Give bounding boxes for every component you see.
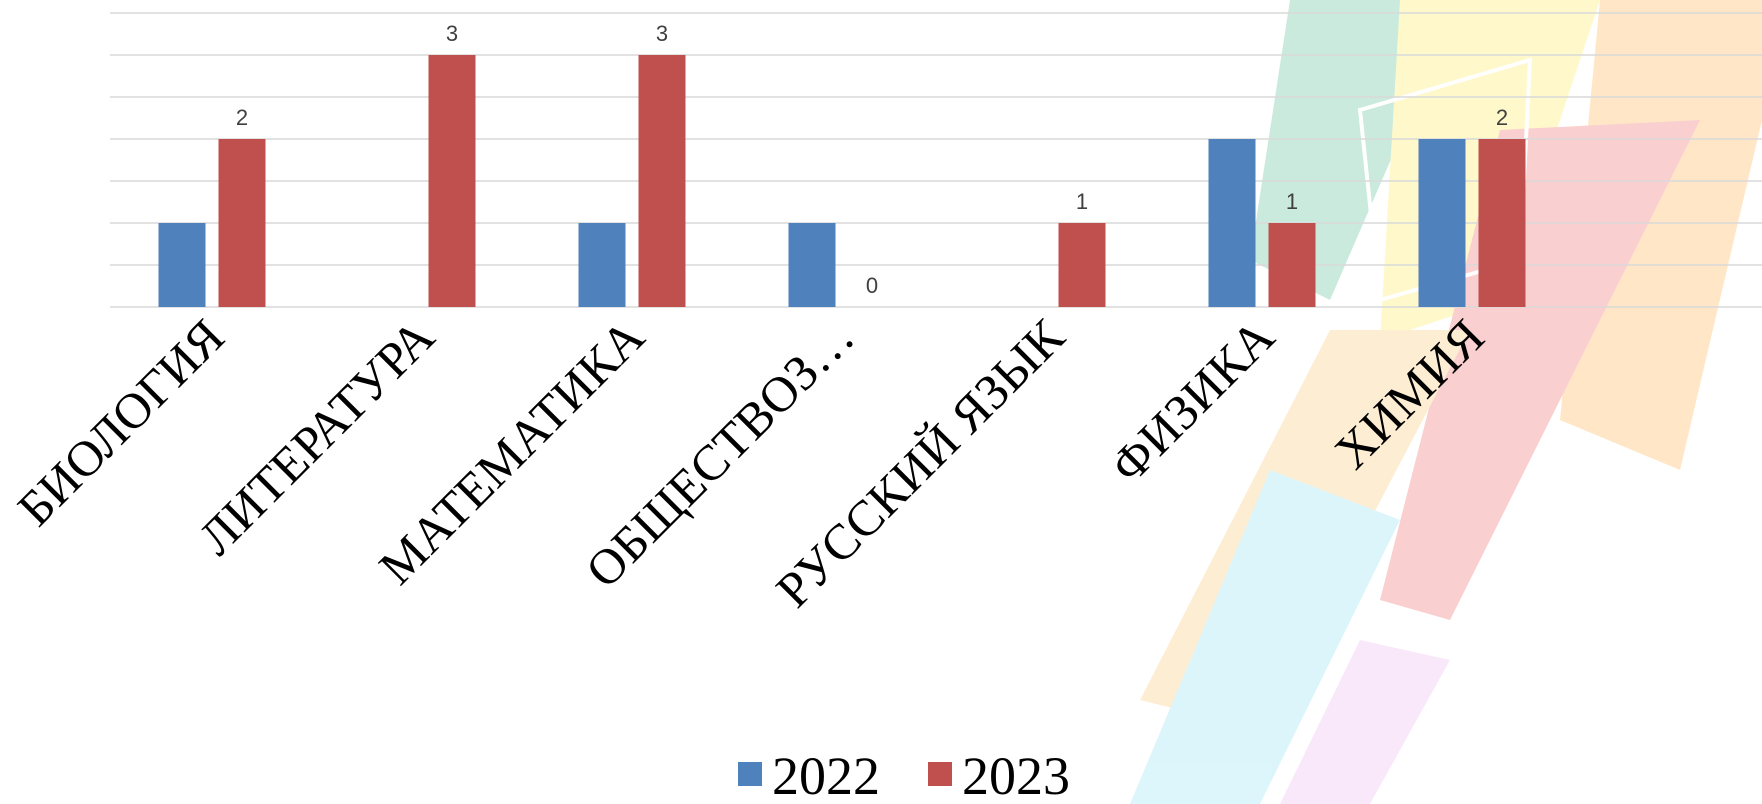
- bar-2022-0: [158, 223, 206, 307]
- bar-2023-4: [1058, 223, 1106, 307]
- bar-2023-5: [1268, 223, 1316, 307]
- category-label-5: ФИЗИКА: [1099, 308, 1284, 493]
- decor-orange-stripe: [1560, 0, 1762, 470]
- bar-2022-2: [578, 223, 626, 307]
- bar-2022-6: [1418, 139, 1466, 307]
- data-label-2023-0: 2: [236, 105, 248, 130]
- data-labels-layer: 2 3 3 0 1 1 2: [236, 21, 1508, 298]
- legend: 2022 2023: [738, 746, 1070, 804]
- bar-2023-0: [218, 139, 266, 307]
- legend-label-2023: 2023: [962, 746, 1070, 804]
- bar-2023-1: [428, 55, 476, 307]
- legend-swatch-2023: [928, 762, 952, 786]
- data-label-2023-4: 1: [1076, 189, 1088, 214]
- data-label-2023-1: 3: [446, 21, 458, 46]
- legend-label-2022: 2022: [772, 746, 880, 804]
- data-label-2023-6: 2: [1496, 105, 1508, 130]
- bars-layer: [158, 55, 1526, 307]
- bar-2022-5: [1208, 139, 1256, 307]
- bar-2022-3: [788, 223, 836, 307]
- decor-lilac-stripe: [1280, 640, 1450, 804]
- data-label-2023-5: 1: [1286, 189, 1298, 214]
- bar-2023-2: [638, 55, 686, 307]
- decor-pink-stripe: [1380, 120, 1700, 620]
- decor-cyan-stripe: [1130, 470, 1400, 804]
- data-label-2023-2: 3: [656, 21, 668, 46]
- category-label-0: БИОЛОГИЯ: [7, 308, 235, 536]
- legend-swatch-2022: [738, 762, 762, 786]
- bar-2023-6: [1478, 139, 1526, 307]
- data-label-2023-3: 0: [866, 273, 878, 298]
